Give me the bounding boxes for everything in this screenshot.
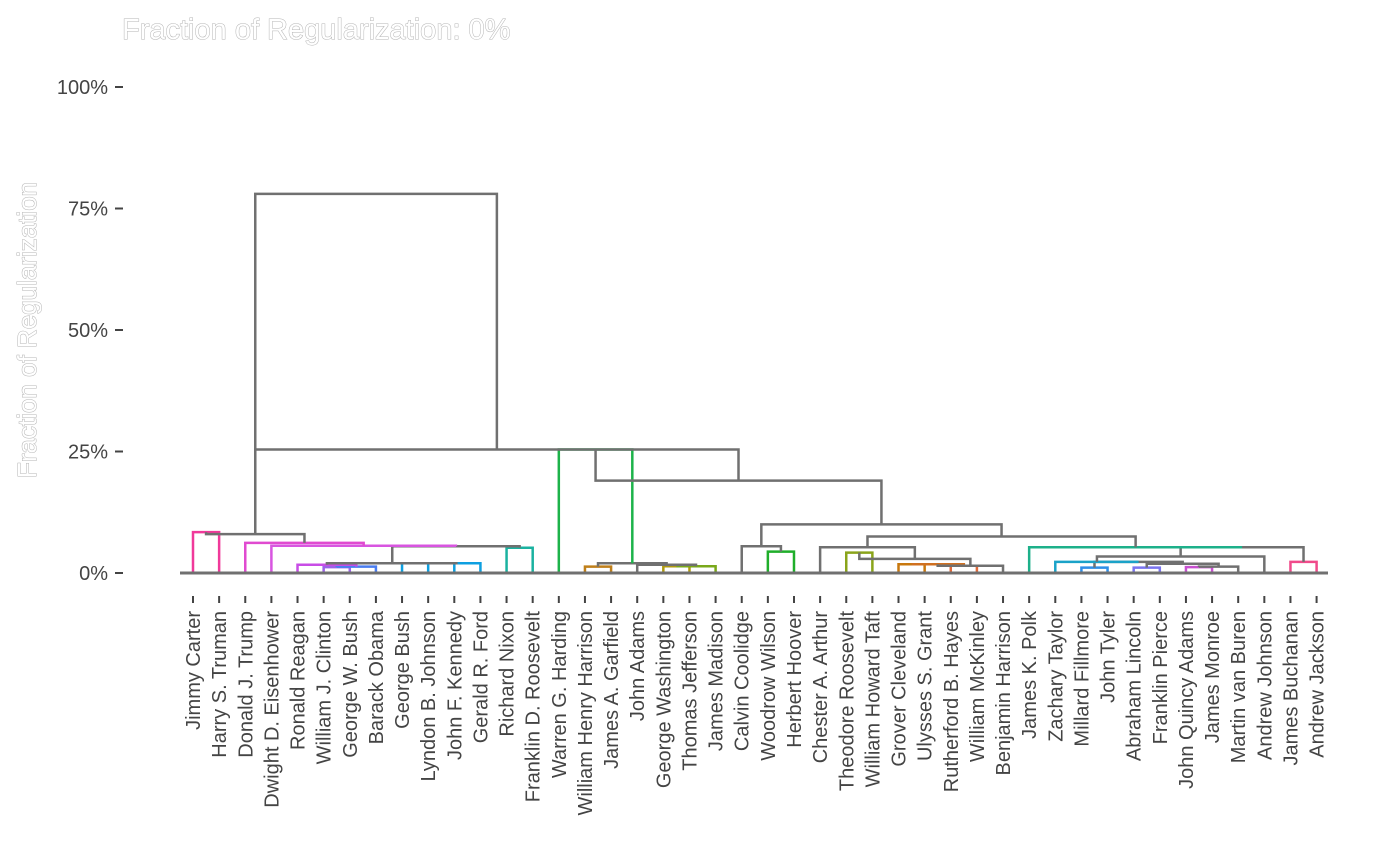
- leaf-label: Andrew Johnson: [1254, 611, 1276, 760]
- y-tick-label: 50%: [68, 320, 108, 342]
- leaf-label: James Monroe: [1202, 611, 1224, 743]
- leaf-label: George W. Bush: [340, 611, 362, 758]
- dendrogram-branch: [254, 192, 499, 535]
- leaf-label: Jimmy Carter: [183, 611, 205, 730]
- leaf-label: Andrew Jackson: [1307, 611, 1329, 758]
- leaf-label: Herbert Hoover: [784, 611, 806, 748]
- y-tick-label: 75%: [68, 199, 108, 221]
- leaf-label: Franklin Pierce: [1150, 611, 1172, 744]
- y-axis-label: Fraction of Regularization: [12, 182, 42, 478]
- leaf-label: James Buchanan: [1280, 611, 1302, 766]
- y-tick-label: 100%: [57, 77, 108, 99]
- leaf-label: William Henry Harrison: [575, 611, 597, 815]
- dendrogram-branches: [191, 192, 1318, 573]
- leaf-label: Zachary Taylor: [1045, 611, 1067, 742]
- dendrogram-branch: [1054, 560, 1139, 573]
- leaf-label: George Washington: [653, 611, 675, 788]
- leaf-label: Chester A. Arthur: [810, 611, 832, 764]
- leaf-label: James A. Garfield: [601, 611, 623, 769]
- dendrogram-branch: [1027, 545, 1243, 573]
- leaf-label: Ulysses S. Grant: [915, 611, 937, 761]
- leaf-label: Gerald R. Ford: [470, 611, 492, 743]
- dendrogram-branch: [244, 541, 365, 573]
- leaf-label: Theodore Roosevelt: [836, 611, 858, 792]
- dendrogram-branch: [254, 448, 740, 535]
- dendrogram-branch: [866, 535, 1137, 548]
- y-axis: 0% 25% 50% 75% 100%: [57, 77, 123, 585]
- dendrogram-branch: [740, 545, 783, 573]
- chart-title: Fraction of Regularization: 0%: [122, 14, 510, 46]
- y-tick-label: 25%: [68, 442, 108, 464]
- leaf-label: Millard Fillmore: [1071, 611, 1093, 747]
- x-axis: Jimmy Carter Harry S. Truman Donald J. Tru…: [183, 596, 1329, 815]
- leaf-label: John Adams: [627, 611, 649, 721]
- leaf-label: Thomas Jefferson: [679, 611, 701, 771]
- leaf-label: James Madison: [706, 611, 728, 751]
- leaf-label: Ronald Reagan: [288, 611, 310, 750]
- leaf-label: Grover Cleveland: [889, 611, 911, 767]
- leaf-label: Barack Obama: [366, 610, 388, 744]
- leaf-label: Abraham Lincoln: [1124, 611, 1146, 761]
- leaf-label: Warren G. Harding: [549, 611, 571, 778]
- leaf-label: John Quincy Adams: [1176, 611, 1198, 789]
- leaf-label: Woodrow Wilson: [758, 611, 780, 761]
- leaf-label: Dwight D. Eisenhower: [261, 611, 283, 808]
- leaf-label: Donald J. Trump: [235, 611, 257, 758]
- dendrogram-branch: [676, 564, 717, 573]
- leaf-label: Lyndon B. Johnson: [418, 611, 440, 782]
- leaf-label: James K. Polk: [1019, 610, 1041, 739]
- leaf-label: John Tyler: [1098, 611, 1120, 703]
- leaf-label: Rutherford B. Hayes: [941, 611, 963, 792]
- leaf-label: William J. Clinton: [314, 611, 336, 764]
- dendrogram-branch: [191, 530, 221, 573]
- leaf-label: Harry S. Truman: [209, 611, 231, 758]
- leaf-label: Martin van Buren: [1228, 611, 1250, 763]
- dendrogram-branch: [1179, 545, 1305, 562]
- leaf-label: George Bush: [392, 611, 414, 729]
- leaf-label: Calvin Coolidge: [732, 611, 754, 751]
- leaf-label: William McKinley: [967, 611, 989, 762]
- dendrogram-branch: [1289, 560, 1318, 573]
- leaf-label: Benjamin Harrison: [993, 611, 1015, 776]
- dendrogram-branch: [325, 562, 458, 565]
- dendrogram-branch: [766, 550, 796, 573]
- leaf-label: Franklin D. Roosevelt: [523, 611, 545, 803]
- y-tick-label: 0%: [79, 563, 108, 585]
- leaf-label: John F. Kennedy: [444, 611, 466, 760]
- leaf-label: Richard Nixon: [497, 611, 519, 737]
- dendrogram-branch: [505, 546, 534, 573]
- dendrogram-branch: [390, 545, 521, 564]
- leaf-label: William Howard Taft: [862, 611, 884, 788]
